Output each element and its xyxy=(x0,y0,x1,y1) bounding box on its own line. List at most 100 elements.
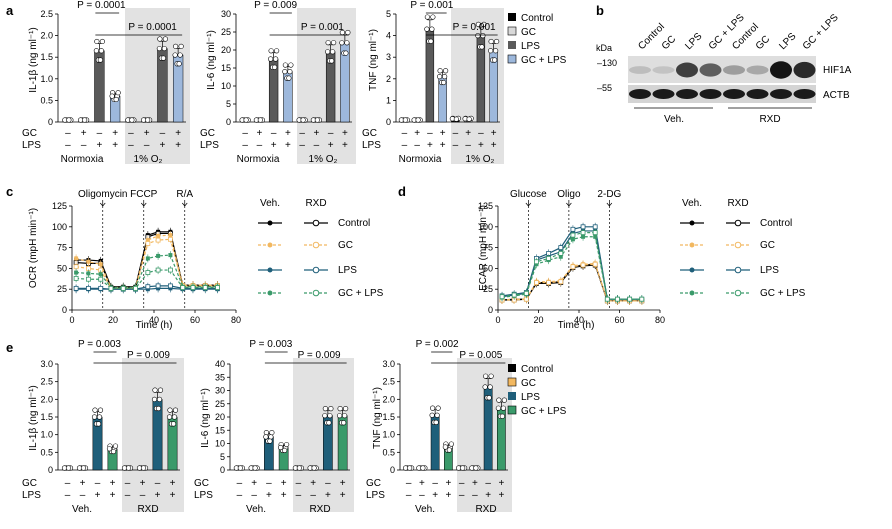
gc-sign: + xyxy=(175,128,181,139)
legend-label-control: Control xyxy=(521,364,553,375)
gc-sign: + xyxy=(465,128,471,139)
data-point xyxy=(337,406,343,412)
legend-label-gc: GC xyxy=(521,378,536,389)
y-tick-label: 100 xyxy=(478,222,493,232)
lps-sign: + xyxy=(175,140,181,151)
gc-sign: – xyxy=(325,478,331,489)
chart-e-il1b: IL-1β (ng ml⁻¹) 00.51.01.52.02.53.0––+––… xyxy=(28,339,184,512)
legend-header-veh: Veh. xyxy=(682,198,702,209)
lps-sign: – xyxy=(459,490,465,501)
legend-label-gc: GC xyxy=(338,240,353,251)
data-point xyxy=(488,373,494,379)
data-point xyxy=(499,294,505,300)
gc-row-label: GC xyxy=(200,128,215,139)
y-tick-label: 4 xyxy=(386,31,391,41)
data-point xyxy=(120,285,126,291)
y-axis-label: IL-1β (ng ml⁻¹) xyxy=(28,27,39,92)
panel-a-condition-rows: GC LPS Normoxia 1% O₂ GC LPS Normoxia 1%… xyxy=(22,128,495,165)
legend-panel-e: Control GC LPS GC + LPS xyxy=(507,364,567,417)
gc-sign: + xyxy=(285,128,291,139)
gc-sign: + xyxy=(419,478,425,489)
data-point xyxy=(133,285,138,291)
x-tick-label: 20 xyxy=(108,315,118,325)
data-point xyxy=(161,45,167,52)
lps-sign: – xyxy=(465,140,471,151)
y-tick-label: 15 xyxy=(215,425,225,435)
lane-label: GC + LPS xyxy=(801,12,841,52)
data-point xyxy=(284,441,290,448)
panel-letter-a: a xyxy=(6,3,14,18)
data-point xyxy=(480,32,486,39)
gc-sign: + xyxy=(445,478,451,489)
gc-sign: – xyxy=(271,128,277,139)
lps-sign: + xyxy=(95,490,101,501)
gc-sign: + xyxy=(251,478,257,489)
gc-sign: – xyxy=(125,478,131,489)
legend-marker-rxd xyxy=(312,241,320,249)
normoxia-label: Normoxia xyxy=(61,154,104,165)
y-tick-label: 0 xyxy=(488,305,493,315)
data-point xyxy=(329,58,335,64)
legend-label-gc: GC xyxy=(521,27,536,38)
data-point xyxy=(501,397,507,403)
rxd-label: RXD xyxy=(137,504,158,515)
group-label-veh: Veh. xyxy=(664,114,684,125)
lps-sign: – xyxy=(296,490,302,501)
y-tick-label: 30 xyxy=(215,386,225,396)
data-point xyxy=(156,45,162,52)
data-point xyxy=(534,280,539,285)
legend-label-lps: LPS xyxy=(338,265,357,276)
data-point xyxy=(500,405,506,411)
gc-sign: – xyxy=(328,128,334,139)
lps-sign: + xyxy=(445,490,451,501)
lps-sign: + xyxy=(432,490,438,501)
lps-sign: – xyxy=(299,140,305,151)
data-point xyxy=(325,49,331,55)
legend-label-gc-lps: GC + LPS xyxy=(521,406,567,417)
lps-sign: – xyxy=(406,490,412,501)
y-tick-label: 25 xyxy=(221,27,231,37)
y-tick-label: 15 xyxy=(221,63,231,73)
lps-sign: + xyxy=(427,140,433,151)
data-point xyxy=(441,79,447,86)
data-point xyxy=(166,414,173,420)
y-axis-label: IL-6 (ng ml⁻¹) xyxy=(206,30,217,90)
data-point xyxy=(479,44,485,50)
y-tick-label: 2 xyxy=(386,74,391,84)
y-tick-label: 0 xyxy=(62,305,67,315)
data-point xyxy=(466,116,472,122)
data-point xyxy=(86,285,91,291)
data-point xyxy=(288,62,294,68)
data-point xyxy=(570,237,575,242)
data-point xyxy=(190,285,196,290)
actb-band xyxy=(746,89,769,99)
data-point xyxy=(273,56,279,62)
gc-sign: + xyxy=(498,478,504,489)
gc-sign: + xyxy=(440,128,446,139)
y-tick-label: 0 xyxy=(220,465,225,475)
data-point xyxy=(98,48,104,54)
data-point xyxy=(145,270,151,275)
protein-label-actb: ACTB xyxy=(823,90,850,101)
normoxia-label: Normoxia xyxy=(237,154,280,165)
x-tick-label: 80 xyxy=(655,315,665,325)
data-point xyxy=(592,230,598,236)
lps-sign: + xyxy=(440,140,446,151)
legend-swatch-control xyxy=(508,13,516,21)
gc-sign: – xyxy=(453,128,459,139)
legend-marker-veh xyxy=(267,242,273,248)
y-tick-label: 1.5 xyxy=(40,412,53,422)
data-point xyxy=(428,38,434,44)
y-tick-label: 0 xyxy=(386,117,391,127)
legend-label-control: Control xyxy=(760,218,792,229)
y-tick-label: 25 xyxy=(483,284,493,294)
data-point xyxy=(581,234,586,239)
hif1a-band xyxy=(746,65,769,75)
data-point xyxy=(92,407,98,413)
y-tick-label: 10 xyxy=(215,439,225,449)
data-point xyxy=(570,226,576,232)
data-point xyxy=(151,396,158,402)
hif1a-band xyxy=(723,65,745,75)
data-point xyxy=(300,117,306,123)
panel-letter-b: b xyxy=(596,3,604,18)
